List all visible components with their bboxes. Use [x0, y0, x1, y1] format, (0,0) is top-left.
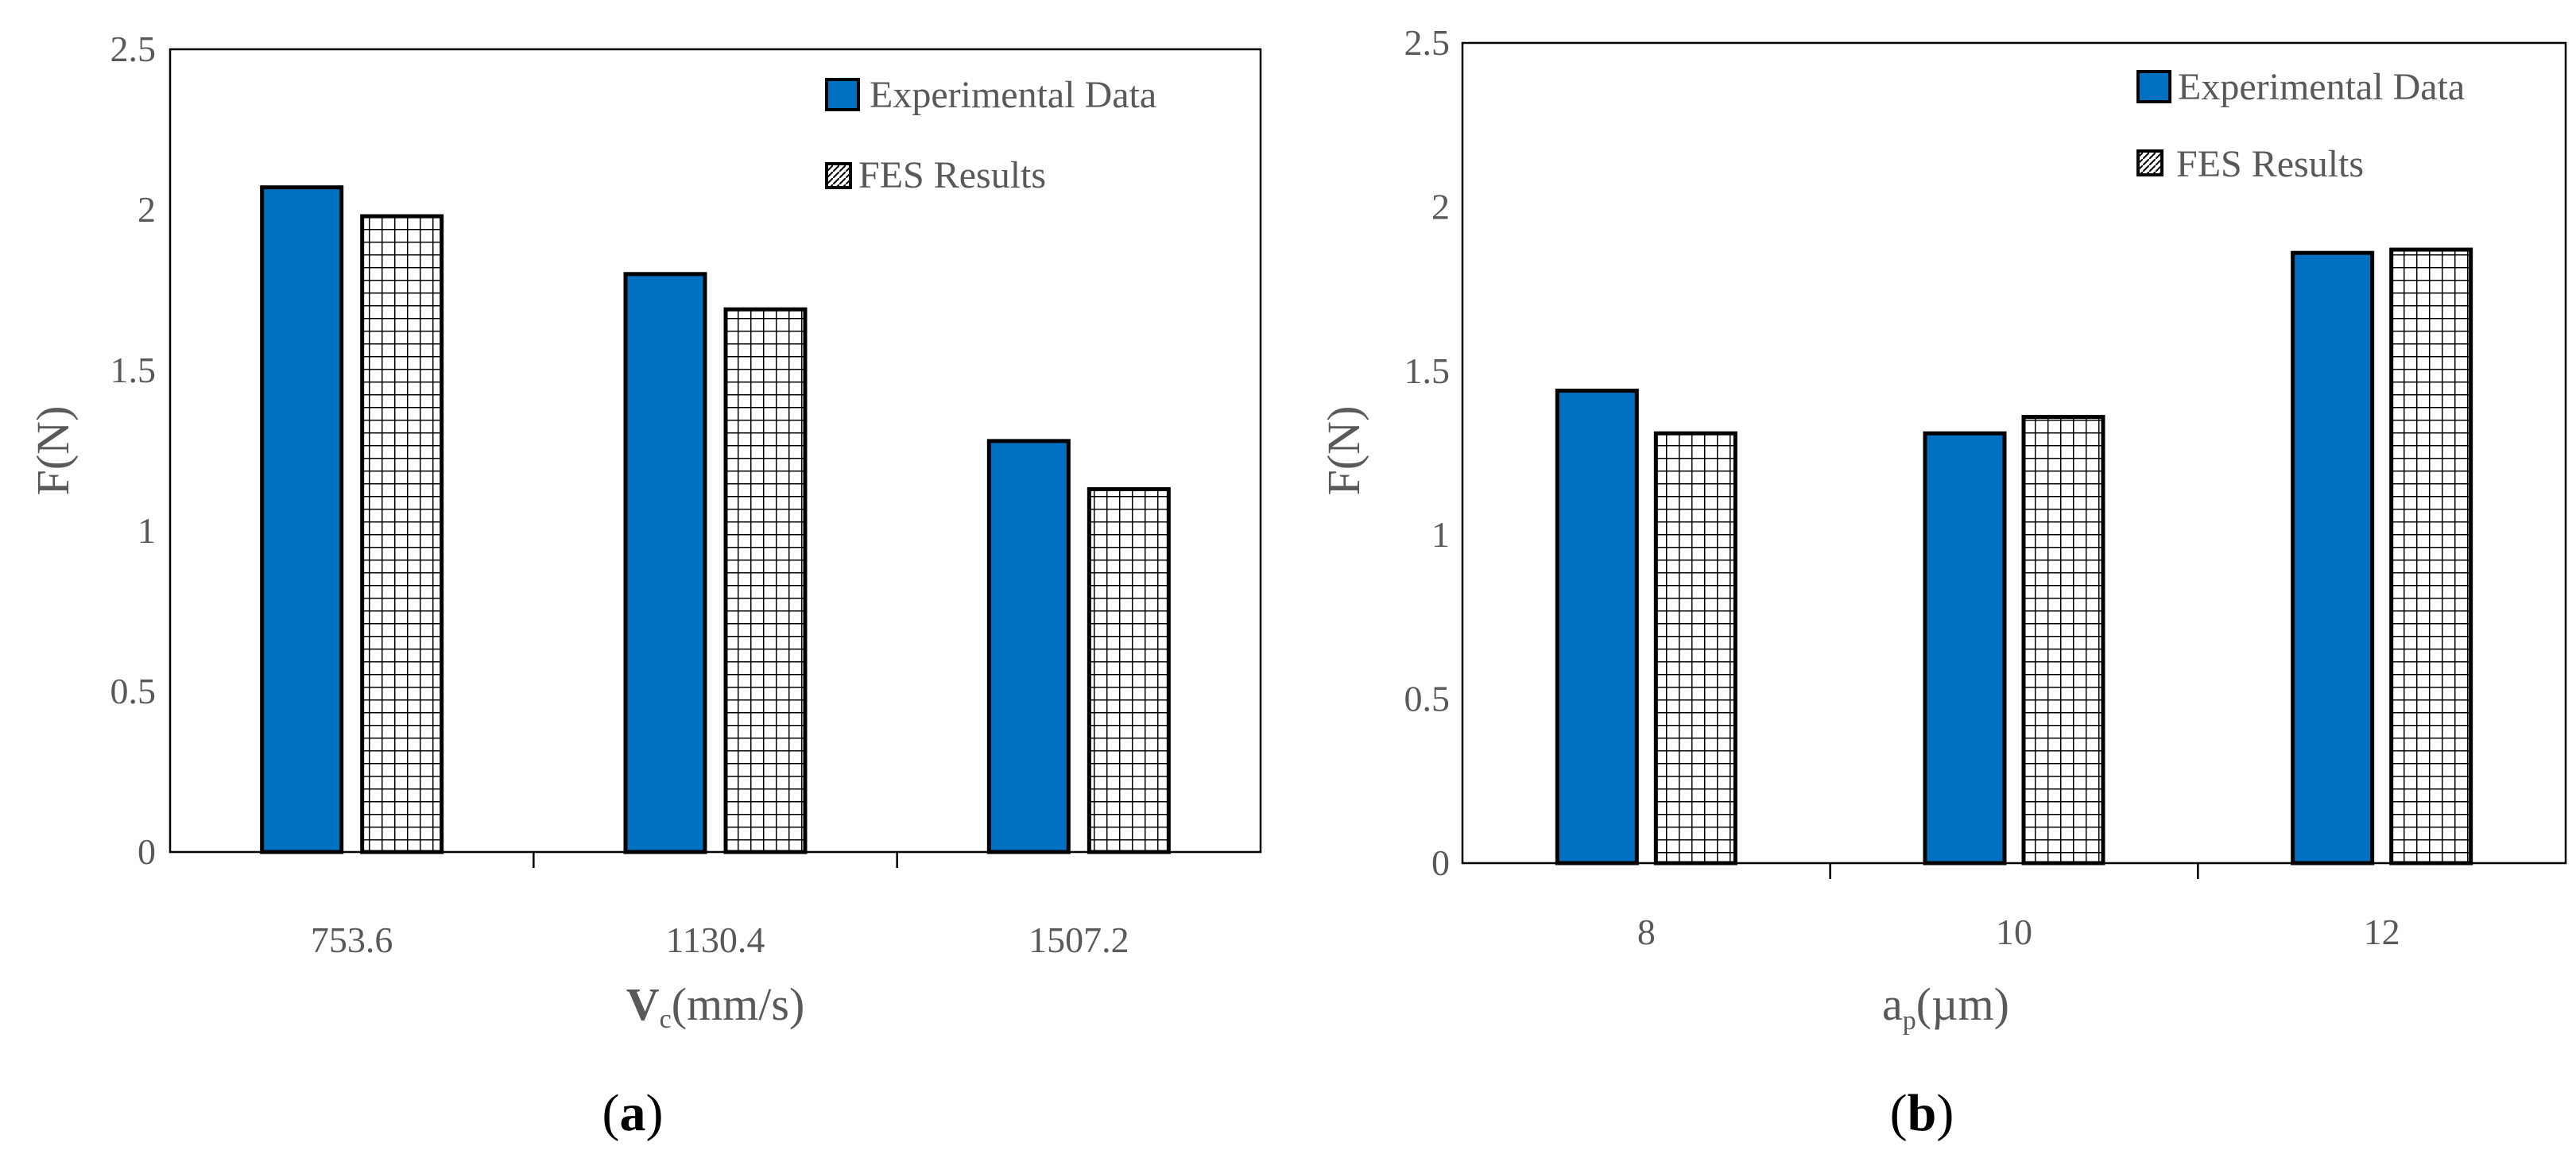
x-tick-label: 1130.4: [666, 920, 765, 960]
legend: Experimental Data FES Results: [2136, 66, 2465, 185]
y-axis-title: F(N): [27, 406, 79, 496]
y-tick-label: 2: [138, 189, 156, 230]
x-tick-labels: 753.6 1130.4 1507.2: [311, 852, 1129, 960]
chart-panel-a: F(N) Vc(mm/s) Experimental Data FES Resu…: [27, 29, 1262, 1142]
bar-experimental-753-6: [260, 185, 344, 854]
y-tick-label: 2.5: [110, 29, 157, 69]
x-tick-labels: 8 10 12: [1637, 863, 2400, 952]
plot-frame: [169, 48, 1262, 854]
legend-swatch-fes: [825, 162, 852, 189]
y-tick-label: 1.5: [1404, 350, 1451, 391]
y-tick-label: 1: [138, 510, 156, 551]
bar-experimental-1507-2: [986, 439, 1071, 854]
legend: Experimental Data FES Results: [825, 74, 1156, 196]
legend-label-experimental: Experimental Data: [870, 74, 1156, 116]
panel-label: (a): [602, 1084, 664, 1142]
y-tick-label: 1: [1431, 514, 1450, 555]
x-axis-title: ap(µm): [1882, 978, 2009, 1036]
bar-marks: [260, 185, 1171, 854]
bar-experimental-8: [1555, 389, 1639, 866]
bar-experimental-10: [1923, 431, 2007, 866]
y-tick-label: 0.5: [1404, 679, 1451, 719]
bar-fes-10: [2021, 415, 2105, 866]
legend-label-fes: FES Results: [2176, 143, 2364, 185]
y-axis-title: F(N): [1318, 406, 1369, 496]
bar-fes-753-6: [360, 214, 444, 854]
x-tick-label: 10: [1996, 912, 2032, 952]
x-tick-label: 8: [1637, 912, 1656, 952]
bar-fes-8: [1653, 431, 1737, 866]
chart-panel-b: F(N) ap(µm) Experimental Data FES Result…: [1318, 22, 2567, 1142]
plot-frame: [1461, 41, 2567, 865]
bar-fes-12: [2389, 247, 2473, 866]
bar-experimental-12: [2291, 250, 2375, 866]
legend-label-fes: FES Results: [858, 154, 1046, 196]
y-tick-label: 2.5: [1404, 22, 1451, 63]
panel-label: (b): [1890, 1084, 1954, 1142]
bar-marks: [1555, 247, 2473, 866]
x-tick-label: 1507.2: [1028, 920, 1129, 960]
y-tick-label: 2: [1431, 186, 1450, 227]
y-tick-label: 0: [138, 831, 156, 872]
x-tick-label: 12: [2364, 912, 2400, 952]
legend-swatch-experimental: [825, 78, 860, 111]
legend-swatch-fes: [2136, 149, 2163, 176]
bar-fes-1130-4: [723, 307, 808, 854]
bar-fes-1507-2: [1087, 486, 1171, 854]
x-axis-title: Vc(mm/s): [626, 978, 805, 1034]
legend-label-experimental: Experimental Data: [2178, 66, 2465, 108]
x-tick-label: 753.6: [311, 920, 393, 960]
y-tick-label: 0.5: [110, 671, 157, 711]
legend-swatch-experimental: [2136, 70, 2171, 103]
bar-experimental-1130-4: [623, 272, 707, 854]
y-tick-label: 1.5: [110, 350, 157, 390]
y-tick-labels: 0 0.5 1 1.5 2 2.5: [1404, 22, 1451, 883]
y-tick-label: 0: [1431, 842, 1450, 883]
y-tick-labels: 0 0.5 1 1.5 2 2.5: [110, 29, 157, 872]
